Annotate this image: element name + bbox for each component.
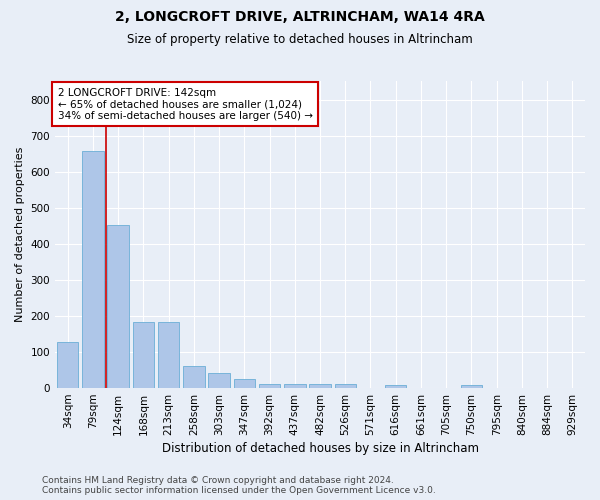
- Bar: [208, 372, 230, 388]
- Bar: [385, 385, 406, 388]
- Text: Size of property relative to detached houses in Altrincham: Size of property relative to detached ho…: [127, 32, 473, 46]
- X-axis label: Distribution of detached houses by size in Altrincham: Distribution of detached houses by size …: [161, 442, 479, 455]
- Bar: [107, 225, 129, 388]
- Bar: [233, 379, 255, 388]
- Y-axis label: Number of detached properties: Number of detached properties: [15, 147, 25, 322]
- Text: 2 LONGCROFT DRIVE: 142sqm
← 65% of detached houses are smaller (1,024)
34% of se: 2 LONGCROFT DRIVE: 142sqm ← 65% of detac…: [58, 88, 313, 121]
- Bar: [158, 322, 179, 388]
- Bar: [284, 384, 305, 388]
- Text: 2, LONGCROFT DRIVE, ALTRINCHAM, WA14 4RA: 2, LONGCROFT DRIVE, ALTRINCHAM, WA14 4RA: [115, 10, 485, 24]
- Bar: [183, 366, 205, 388]
- Bar: [133, 322, 154, 388]
- Bar: [335, 384, 356, 388]
- Bar: [259, 384, 280, 388]
- Bar: [57, 342, 79, 388]
- Text: Contains HM Land Registry data © Crown copyright and database right 2024.
Contai: Contains HM Land Registry data © Crown c…: [42, 476, 436, 495]
- Bar: [309, 384, 331, 388]
- Bar: [82, 150, 104, 388]
- Bar: [461, 385, 482, 388]
